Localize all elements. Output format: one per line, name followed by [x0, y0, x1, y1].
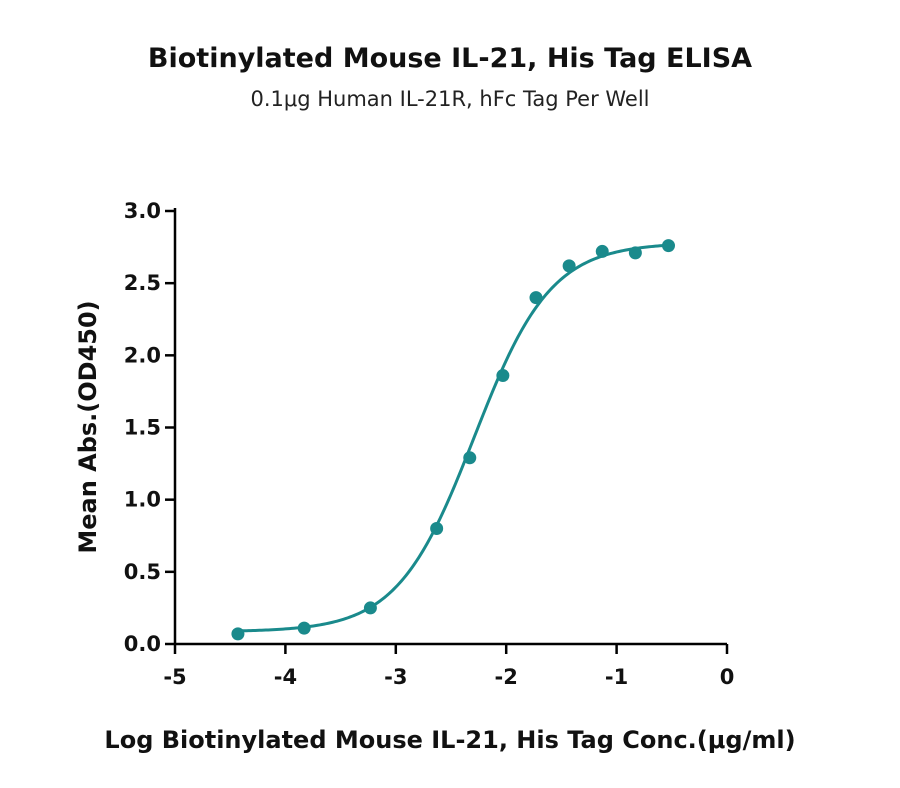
data-point [430, 522, 444, 536]
x-axis-label: Log Biotinylated Mouse IL-21, His Tag Co… [104, 726, 795, 754]
data-point [529, 291, 543, 305]
chart-title: Biotinylated Mouse IL-21, His Tag ELISA [148, 43, 752, 74]
y-tick-label: 2.0 [124, 343, 161, 367]
data-point [231, 627, 245, 641]
y-tick-label: 1.5 [124, 416, 161, 440]
y-tick-label: 0.0 [124, 632, 161, 656]
data-points [231, 239, 675, 641]
x-ticks: -5 -4 -3 -2 -1 0 [163, 644, 734, 689]
y-axis-label: Mean Abs.(OD450) [74, 300, 102, 553]
x-tick-label: -1 [605, 665, 628, 689]
data-point [463, 451, 477, 465]
data-point [562, 259, 576, 273]
axes [173, 208, 727, 646]
data-point [496, 369, 510, 383]
y-ticks: 0.0 0.5 1.0 1.5 2.0 2.5 3.0 [124, 199, 175, 656]
fit-curve [237, 243, 669, 633]
y-tick-label: 3.0 [124, 199, 161, 223]
data-point [297, 621, 311, 635]
y-tick-label: 2.5 [124, 271, 161, 295]
y-tick-label: 0.5 [124, 560, 161, 584]
chart-subtitle: 0.1μg Human IL-21R, hFc Tag Per Well [250, 87, 649, 111]
data-point [628, 246, 642, 260]
x-tick-label: -2 [495, 665, 518, 689]
x-tick-label: -3 [384, 665, 407, 689]
data-point [661, 239, 675, 253]
x-tick-label: -4 [274, 665, 297, 689]
data-point [363, 601, 377, 615]
y-tick-label: 1.0 [124, 488, 161, 512]
data-point [595, 244, 609, 258]
x-tick-label: 0 [720, 665, 735, 689]
x-tick-label: -5 [163, 665, 186, 689]
